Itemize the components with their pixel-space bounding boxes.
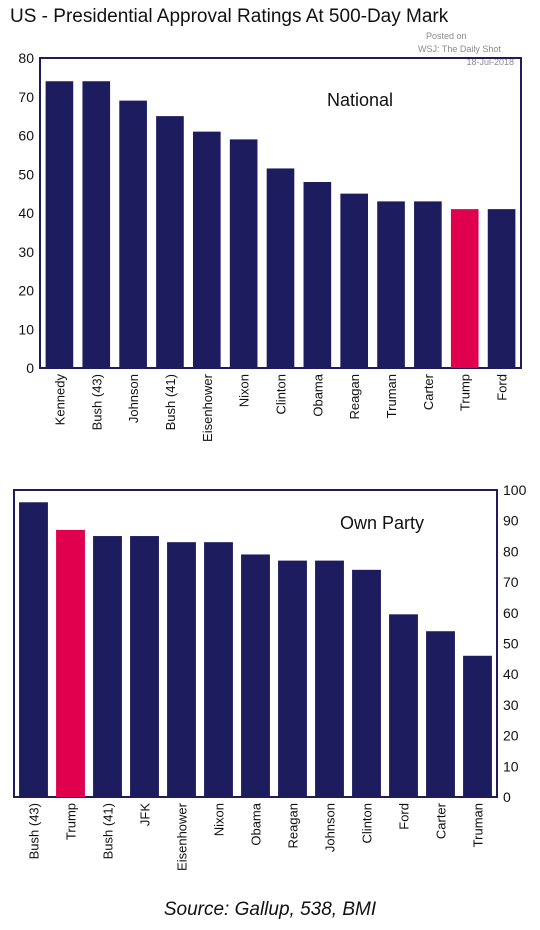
bar-bush-43 [82,81,111,368]
bar-nixon [204,542,233,797]
y-tick-label: 70 [18,89,34,105]
x-tick-label-trump: Trump [64,803,79,840]
x-tick-label-kennedy: Kennedy [52,374,67,426]
y-tick-label: 60 [503,605,519,621]
national-bar-chart: 0 10 20 30 40 50 60 70 80 Kennedy Bush (43) Johnson… [18,50,522,442]
bar-jfk [130,536,159,797]
x-tick-label-bush-43: Bush (43) [27,803,42,859]
bar-kennedy [45,81,74,368]
bar-eisenhower [167,542,196,797]
watermark-line-1: Posted on [426,31,467,41]
bar-eisenhower [192,131,221,368]
y-tick-label: 40 [18,205,34,221]
y-tick-label: 80 [503,543,519,559]
x-tick-label-johnson: Johnson [323,803,338,852]
x-tick-label-obama: Obama [249,802,264,845]
bar-reagan [340,193,369,368]
panel-title: Own Party [340,513,424,533]
x-tick-label-truman: Truman [471,803,486,847]
bar-bush-41 [93,536,122,797]
bar-obama [303,182,332,368]
bar-trump [56,529,85,797]
x-tick-label-reagan: Reagan [286,803,301,849]
y-tick-label: 100 [503,482,527,498]
x-tick-label-clinton: Clinton [360,803,375,843]
bar-truman [377,201,405,368]
watermark: Posted on WSJ: The Daily Shot 18-Jul-201… [418,30,534,69]
bar-nixon [229,139,258,368]
panel-title: National [327,90,393,110]
bar-truman [463,655,492,797]
y-tick-label: 30 [503,697,519,713]
x-tick-label-obama: Obama [310,373,325,416]
y-tick-label: 10 [503,758,519,774]
y-tick-label: 70 [503,574,519,590]
bar-johnson [119,100,147,368]
bar-bush-43 [19,502,48,797]
y-tick-label: 30 [18,244,34,260]
bar-clinton [266,168,295,368]
y-tick-label: 20 [503,728,519,744]
x-tick-label-nixon: Nixon [212,803,227,836]
x-tick-label-eisenhower: Eisenhower [200,373,215,442]
y-tick-label: 50 [503,636,519,652]
x-tick-label-bush-43: Bush (43) [89,374,104,430]
y-tick-label: 0 [503,789,511,805]
bar-trump [450,209,479,368]
x-tick-label-ford: Ford [397,803,412,830]
x-tick-label-carter: Carter [421,373,436,410]
bar-carter [426,631,455,797]
watermark-line-2: WSJ: The Daily Shot [418,44,501,54]
x-tick-label-jfk: JFK [138,803,153,826]
x-tick-label-bush-41: Bush (41) [101,803,116,859]
x-tick-label-bush-41: Bush (41) [163,374,178,430]
x-tick-label-clinton: Clinton [274,374,289,414]
x-tick-label-johnson: Johnson [126,374,141,423]
x-tick-label-ford: Ford [495,374,510,401]
bar-reagan [278,560,307,797]
bar-obama [241,554,270,797]
y-tick-label: 40 [503,666,519,682]
x-tick-label-nixon: Nixon [237,374,252,407]
y-tick-label: 80 [18,50,34,66]
x-tick-label-eisenhower: Eisenhower [175,802,190,871]
y-tick-label: 10 [18,321,34,337]
bar-ford [389,614,418,797]
x-tick-label-carter: Carter [434,802,449,839]
x-tick-label-truman: Truman [384,374,399,418]
x-tick-label-reagan: Reagan [347,374,362,420]
source-note: Source: Gallup, 538, BMI [163,899,377,920]
watermark-line-3: 18-Jul-2018 [466,57,514,67]
y-tick-label: 90 [503,513,519,529]
own-party-bar-chart: 0 10 20 30 40 50 60 70 80 90 100 Bush (43) Trump Bush… [13,482,527,871]
y-tick-label: 20 [18,283,34,299]
bar-johnson [315,560,344,797]
bar-carter [414,201,442,368]
y-tick-label: 60 [18,128,34,144]
bar-bush-41 [156,116,184,368]
bar-clinton [352,569,381,797]
bar-ford [487,209,516,368]
x-tick-label-trump: Trump [458,374,473,411]
y-tick-label: 0 [26,360,34,376]
y-tick-label: 50 [18,166,34,182]
chart-title: US - Presidential Approval Ratings At 50… [10,6,449,27]
